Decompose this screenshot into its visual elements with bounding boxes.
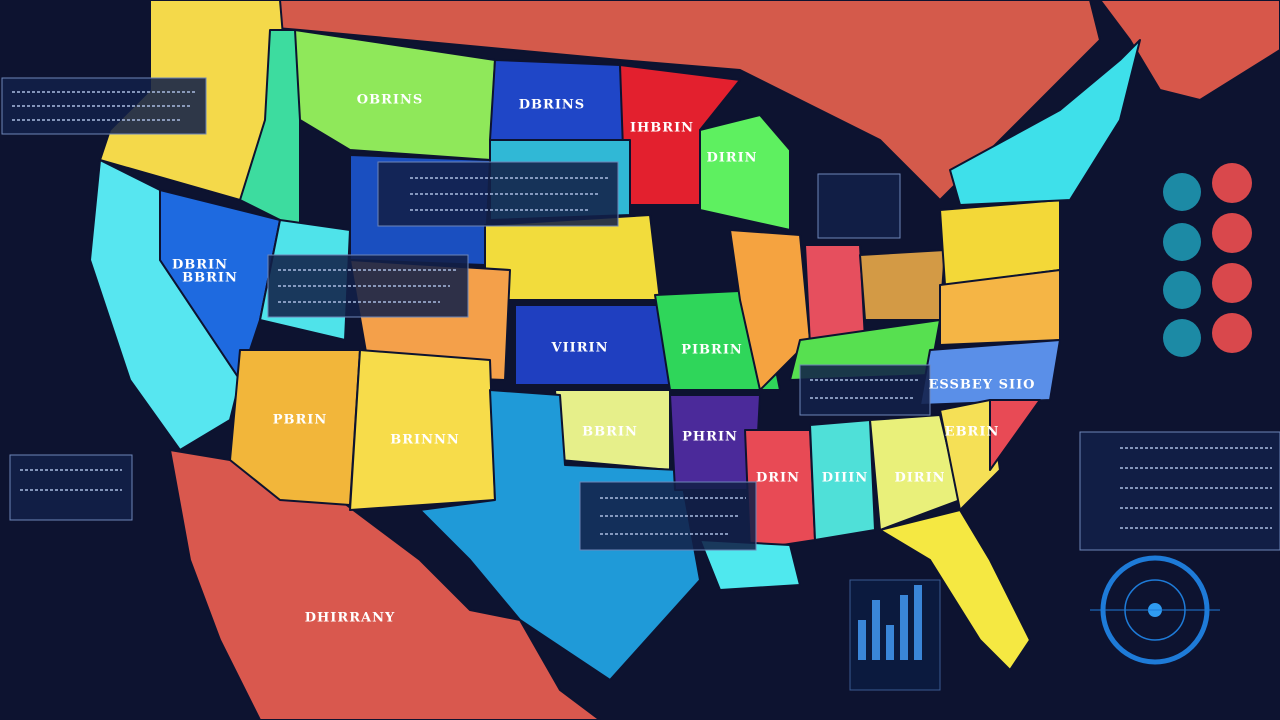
state-label: BBRIN [182, 271, 238, 286]
state-label: EBRIN [945, 425, 1000, 440]
side-icons [1163, 163, 1252, 357]
state [419, 389, 701, 681]
state [294, 29, 496, 161]
state-label: PBRIN [273, 413, 328, 428]
bar-decor [858, 620, 866, 660]
icon-circle [1163, 223, 1201, 261]
state-label: BRINNN [390, 433, 460, 448]
canada-east [1099, 0, 1280, 101]
state [229, 349, 361, 506]
bar-decor [914, 585, 922, 660]
state [804, 244, 866, 346]
state [939, 399, 1001, 511]
state-label: PIBRIN [681, 343, 743, 358]
icon-circle [1212, 313, 1252, 353]
icon-circle [1163, 173, 1201, 211]
state [879, 509, 1031, 671]
state [349, 349, 496, 511]
info-panels [1, 77, 1280, 551]
icon-circle [1163, 319, 1201, 357]
labels: OBRINS DBRINS IHBRIN DIRIN BBRIN VIIRIN PIBRIN… [172, 93, 1036, 626]
state-label: DBRINS [519, 98, 585, 113]
state [699, 114, 791, 231]
panel [817, 173, 901, 239]
state-label: DIRIN [706, 151, 757, 166]
state [919, 339, 1061, 406]
bar-decor [900, 595, 908, 660]
bar-decor [886, 625, 894, 660]
state-label: DIRIN [894, 471, 945, 486]
land [89, 0, 1280, 720]
state [484, 214, 661, 301]
icon-circle [1212, 263, 1252, 303]
state-label: IHBRIN [630, 121, 694, 136]
state-label: DRIN [756, 471, 800, 486]
state [859, 249, 946, 321]
panel [9, 454, 133, 521]
radar [1090, 555, 1220, 665]
state-label: DHIRRANY [305, 611, 396, 626]
state [949, 39, 1141, 206]
state [729, 229, 811, 391]
panel [799, 364, 931, 416]
state-label: BBRIN [582, 425, 638, 440]
state [989, 399, 1041, 471]
state-label: ESSBEY SIIO [929, 378, 1036, 393]
state-label: OBRINS [357, 93, 423, 108]
icon-circle [1163, 271, 1201, 309]
state-label: DIIIN [822, 471, 868, 486]
icon-circle [1212, 163, 1252, 203]
state-label: DBRIN [172, 258, 228, 273]
bar-graphic [849, 579, 941, 691]
icon-circle [1212, 213, 1252, 253]
state-label: PHRIN [682, 430, 738, 445]
state [699, 539, 801, 591]
panel [1079, 431, 1280, 551]
state-label: VIIRIN [550, 341, 608, 356]
bar-decor [872, 600, 880, 660]
state [809, 419, 876, 541]
